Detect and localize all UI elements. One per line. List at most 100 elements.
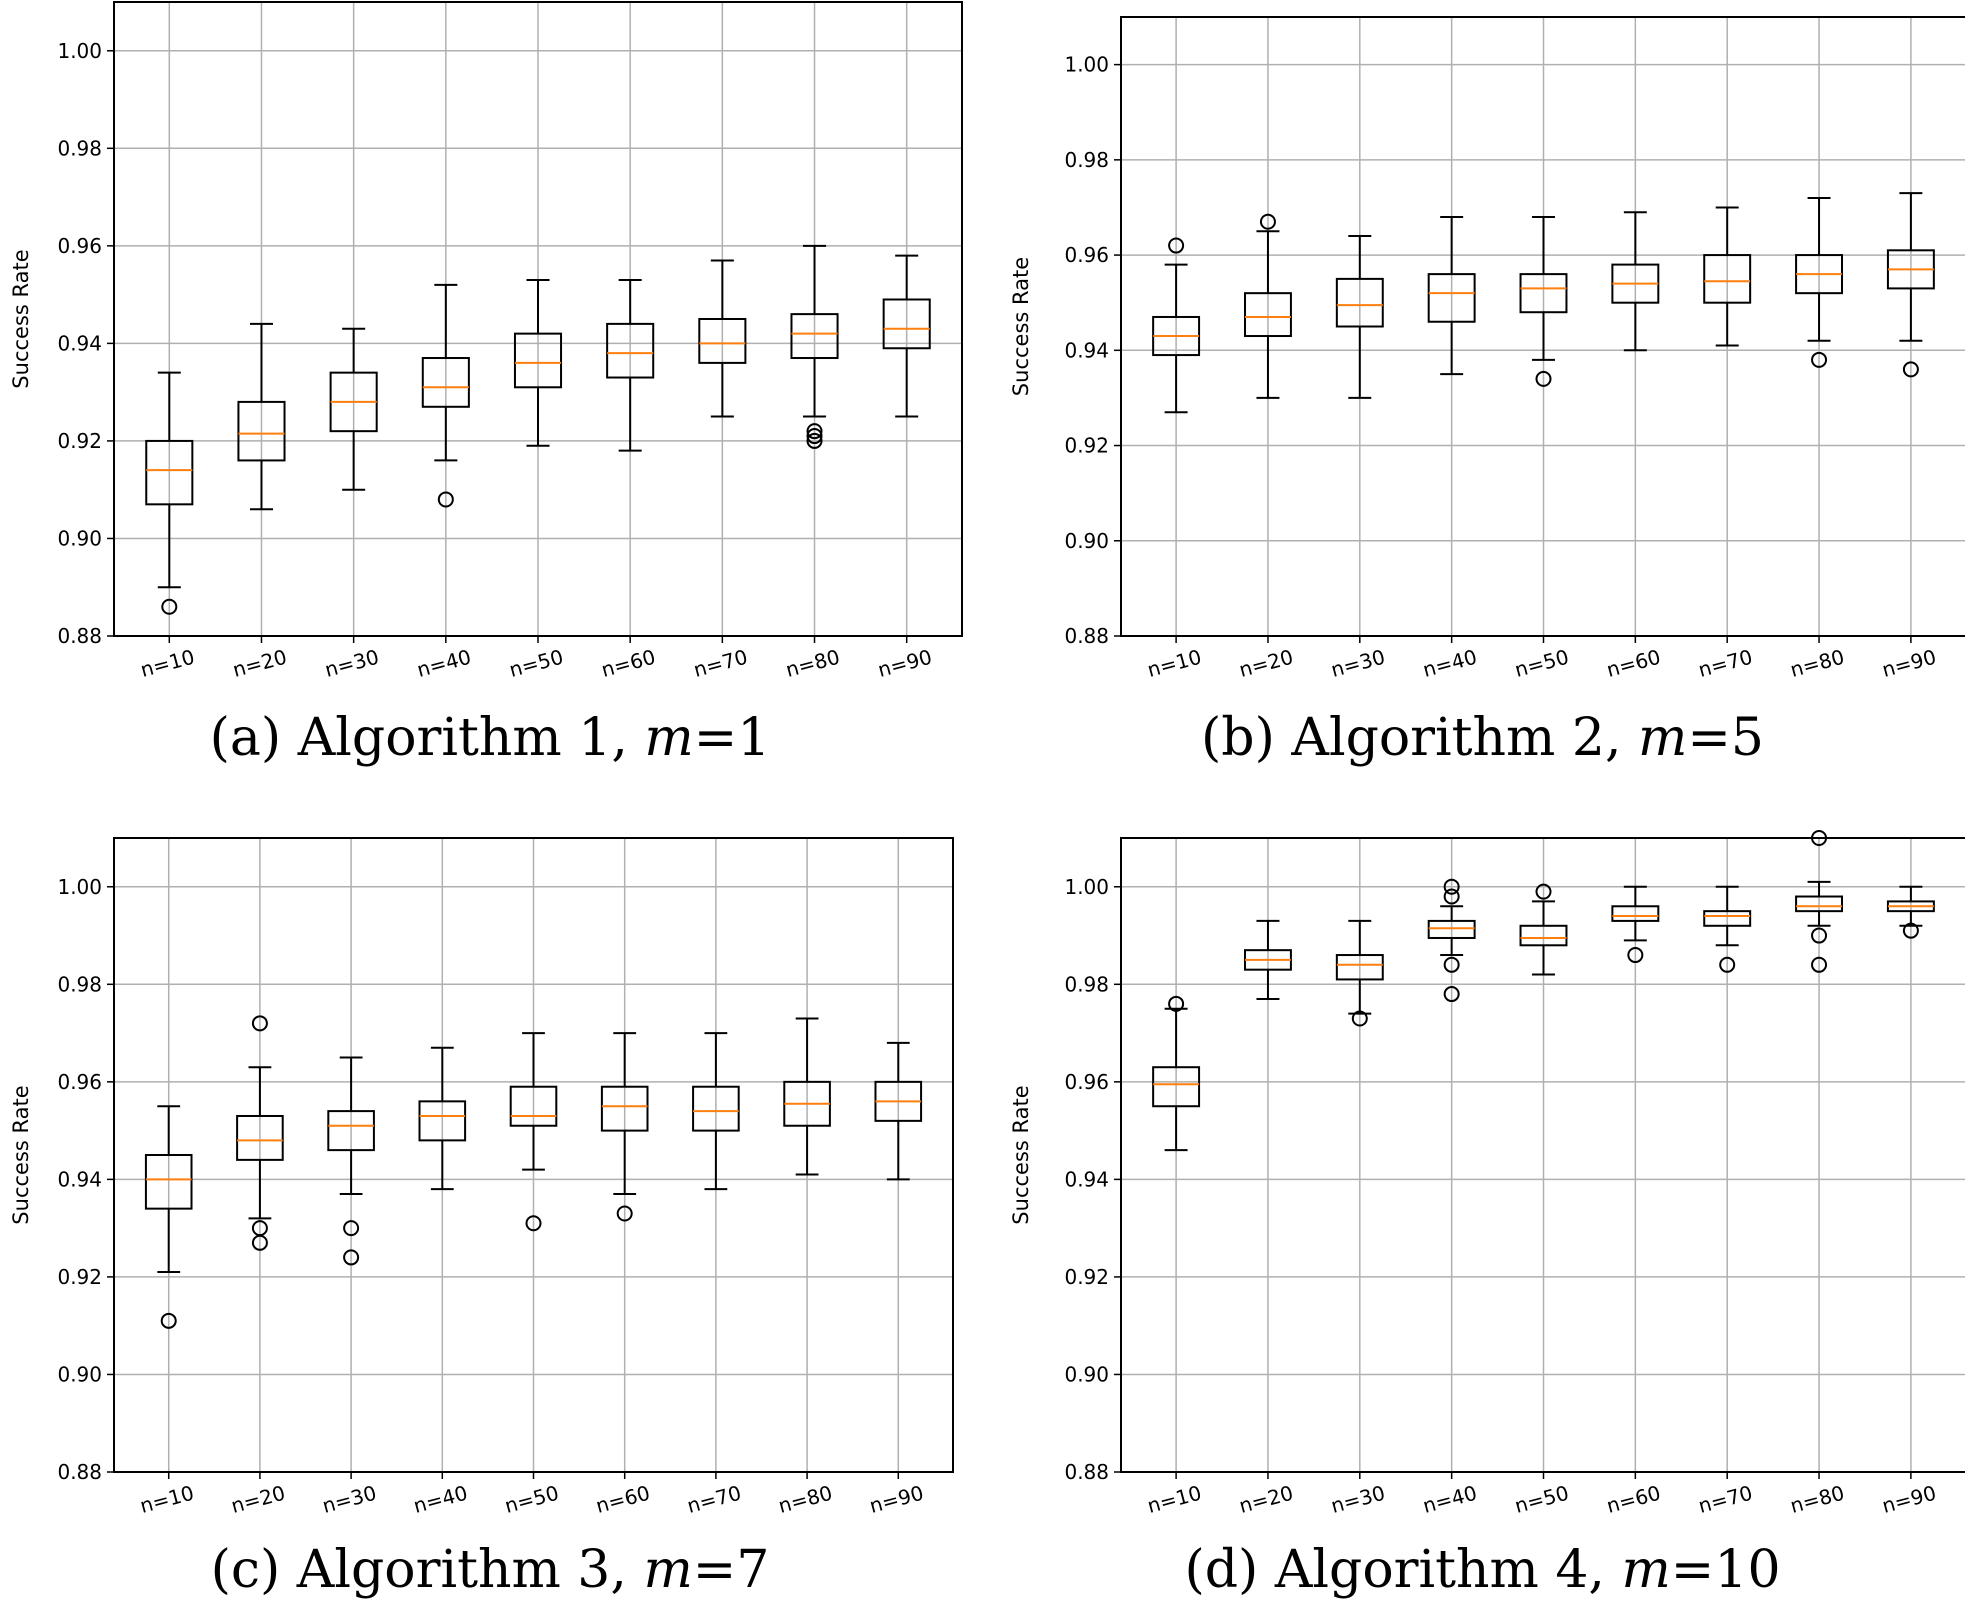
caption-a-suffix: =1 [693,708,771,768]
y-tick-label: 0.88 [1064,1460,1109,1484]
caption-c-var: m [643,1540,693,1600]
boxes [1152,830,1935,1152]
x-tick-label: n=90 [875,645,934,682]
boxplot-chart-b: 0.88 0.90 0.92 0.94 0.96 0.98 1.00 n=10 n=20 n=30… [1009,16,1965,682]
x-tick-label: n=20 [1237,1481,1296,1518]
y-tick-label: 0.96 [57,1070,102,1094]
outlier-point [251,1234,268,1251]
outlier-point [343,1249,360,1266]
x-tick-label: n=20 [230,645,289,682]
box-n=40 [1427,215,1476,376]
outlier-point [160,1312,177,1329]
y-tick-label: 0.92 [57,1265,102,1289]
y-tick-label: 0.94 [57,331,102,355]
outlier-point [1902,922,1919,939]
caption-b-suffix: =5 [1687,708,1764,768]
outlier-point [1902,361,1919,378]
box-n=30 [1335,235,1384,399]
x-tick-label: n=90 [1879,1481,1938,1518]
y-tick-label: 0.90 [57,526,102,550]
x-tick-label: n=50 [1512,645,1571,682]
x-tick-label: n=10 [1145,1481,1204,1518]
y-tick-label: 1.00 [1064,53,1109,77]
x-tick-label: n=10 [137,1481,196,1518]
y-axis-label: Success Rate [9,249,33,388]
x-tick-label: n=60 [1604,645,1663,682]
caption-a: (a) Algorithm 1, m=1 [0,708,980,768]
boxplot-chart-d: 0.88 0.90 0.92 0.94 0.96 0.98 1.00 n=10 n=20 n=30… [1009,830,1965,1518]
iqr-box [606,322,655,379]
axes-frame [113,837,954,1473]
box-n=40 [418,1046,467,1191]
x-tick-label: n=40 [411,1481,470,1518]
iqr-box [1152,315,1201,357]
box-n=80 [790,244,839,449]
box-n=20 [1243,919,1292,1000]
caption-c-suffix: =7 [692,1540,770,1600]
iqr-box [144,1154,193,1210]
boxplot-chart-c: 0.88 0.90 0.92 0.94 0.96 0.98 1.00 n=10 n=20 n=30… [9,837,954,1518]
outlier-point [525,1215,542,1232]
x-tick-label: n=30 [1328,1481,1387,1518]
iqr-box [421,357,470,408]
box-n=50 [1519,883,1568,976]
iqr-box [698,318,747,364]
outlier-point [806,423,823,440]
box-n=80 [1795,196,1844,368]
iqr-box [1335,954,1384,981]
box-n=80 [783,1017,831,1176]
boxes [1152,192,1935,414]
iqr-box [509,1085,558,1127]
x-tick-label: n=60 [599,645,658,682]
iqr-box [418,1100,467,1142]
y-axis-label: Success Rate [1009,1085,1033,1224]
y-tick-label: 1.00 [57,875,102,899]
x-tick-label: n=30 [320,1481,379,1518]
panel-a: 0.88 0.90 0.92 0.94 0.96 0.98 1.00 n=10 n=20 n=30… [0,0,980,682]
x-tick-label: n=70 [691,645,750,682]
y-tick-label: 0.92 [57,429,102,453]
outlier-point [1443,888,1460,905]
box-n=60 [606,278,655,452]
box-n=90 [874,1041,923,1181]
box-n=40 [421,283,470,508]
box-n=10 [1152,237,1201,414]
outlier-point [343,1220,360,1237]
outlier-point [806,428,823,445]
y-axis-label: Success Rate [9,1085,33,1224]
caption-d-suffix: =10 [1670,1540,1781,1600]
outlier-point [1443,986,1460,1003]
iqr-box [237,400,286,462]
panel-d: 0.88 0.90 0.92 0.94 0.96 0.98 1.00 n=10 n=20 n=30… [1000,830,1965,1530]
x-tick-label: n=80 [776,1481,835,1518]
outlier-point [1811,956,1828,973]
x-tick-label: n=40 [1420,645,1479,682]
outlier-point [1811,927,1828,944]
outlier-point [1535,883,1552,900]
x-tick-label: n=10 [138,645,197,682]
axes: 0.88 0.90 0.92 0.94 0.96 0.98 1.00 n=10 n=20 n=30… [1009,837,1965,1518]
x-tick-label: n=70 [1696,645,1755,682]
y-tick-label: 0.94 [57,1167,102,1191]
caption-d-prefix: (d) Algorithm 4, [1184,1540,1622,1600]
box-n=30 [1335,919,1384,1027]
outlier-point [1811,351,1828,368]
x-tick-label: n=90 [1879,645,1938,682]
x-tick-label: n=40 [1420,1481,1479,1518]
y-tick-label: 0.90 [57,1362,102,1386]
box-n=70 [692,1032,740,1191]
y-tick-label: 0.92 [1064,1265,1109,1289]
y-tick-label: 0.98 [57,972,102,996]
caption-c-prefix: (c) Algorithm 3, [210,1540,644,1600]
x-tick-label: n=20 [1237,645,1296,682]
box-n=10 [145,371,194,615]
box-n=90 [1886,192,1935,378]
box-n=30 [329,327,378,491]
iqr-box [513,332,563,389]
y-tick-label: 0.98 [57,136,102,160]
caption-d: (d) Algorithm 4, m=10 [1000,1540,1965,1600]
box-n=20 [236,1015,284,1251]
x-tick-label: n=50 [502,1481,561,1518]
y-tick-label: 0.90 [1064,529,1109,553]
iqr-box [790,313,839,360]
